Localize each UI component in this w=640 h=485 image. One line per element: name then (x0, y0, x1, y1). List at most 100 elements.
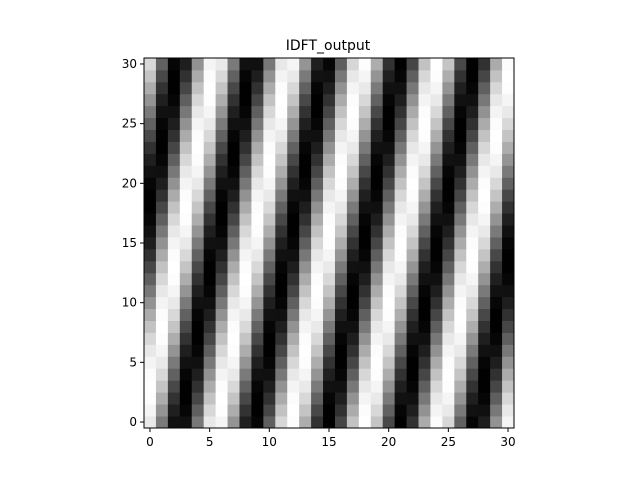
heatmap-cell (179, 225, 193, 238)
x-axis: 0 5 10 15 20 25 30 (146, 428, 516, 449)
heatmap-cell (334, 272, 348, 286)
heatmap-cell (227, 93, 240, 107)
heatmap-cell (275, 356, 288, 369)
heatmap-cell (334, 320, 348, 333)
heatmap-cell (144, 189, 157, 202)
heatmap-cell (191, 272, 205, 286)
heatmap-cell (466, 237, 479, 250)
heatmap-cell (144, 308, 157, 321)
heatmap-cell (191, 165, 205, 178)
heatmap-cell (466, 344, 479, 357)
heatmap-cell (466, 117, 479, 131)
heatmap-cell (466, 284, 479, 298)
heatmap-cell (430, 129, 443, 142)
heatmap-cell (478, 177, 491, 190)
heatmap-cell (478, 248, 491, 262)
heatmap-cell (478, 69, 491, 83)
heatmap-cell (167, 248, 181, 262)
heatmap-cell (430, 105, 443, 119)
heatmap-cell (323, 237, 336, 250)
heatmap-cell (466, 260, 479, 274)
heatmap-cell (311, 356, 324, 369)
heatmap-cell (334, 404, 348, 417)
heatmap-cell (263, 201, 276, 214)
heatmap-cell (406, 332, 419, 345)
heatmap-cell (251, 272, 264, 286)
heatmap-cell (203, 248, 217, 262)
heatmap-cell (263, 368, 276, 381)
heatmap-cell (442, 225, 455, 238)
heatmap-cell (239, 332, 252, 345)
heatmap-cell (227, 368, 240, 381)
heatmap-cell (382, 189, 396, 202)
heatmap-cell (179, 153, 193, 166)
heatmap-cell (251, 296, 264, 310)
heatmap-cell (418, 117, 431, 131)
heatmap-cell (323, 81, 336, 95)
heatmap-cell (370, 260, 384, 274)
heatmap-cell (454, 296, 467, 310)
heatmap-cell (287, 416, 300, 429)
heatmap-cell (191, 416, 205, 429)
heatmap-cell (191, 296, 205, 310)
heatmap-cell (167, 105, 181, 119)
heatmap-cell (227, 260, 240, 274)
heatmap-cell (144, 284, 157, 298)
heatmap-cell (394, 356, 407, 369)
heatmap-cell (358, 320, 372, 333)
heatmap-cell (215, 296, 228, 310)
heatmap-cell (502, 344, 515, 357)
heatmap-cell (155, 93, 169, 107)
heatmap-cell (287, 260, 300, 274)
heatmap-cell (227, 344, 240, 357)
heatmap-cell (323, 69, 336, 83)
heatmap-cell (382, 129, 396, 142)
heatmap-cell (155, 284, 169, 298)
heatmap-cell (406, 248, 419, 262)
heatmap-cell (478, 189, 491, 202)
heatmap-cell (155, 380, 169, 393)
heatmap-cell (502, 248, 515, 262)
heatmap-cell (358, 416, 372, 429)
heatmap-cell (287, 296, 300, 310)
heatmap-cell (490, 248, 503, 262)
heatmap-cell (227, 129, 240, 142)
heatmap-cell (418, 296, 431, 310)
heatmap-cell (263, 380, 276, 393)
heatmap-cell (144, 404, 157, 417)
heatmap-cell (394, 213, 407, 226)
heatmap-cell (191, 344, 205, 357)
heatmap-cell (358, 129, 372, 142)
heatmap-cell (442, 392, 455, 405)
heatmap-cell (144, 320, 157, 333)
heatmap-cell (144, 141, 157, 154)
heatmap-cell (466, 177, 479, 190)
heatmap-cell (490, 404, 503, 417)
heatmap-cell (502, 296, 515, 310)
heatmap-cell (430, 153, 443, 166)
heatmap-cell (179, 380, 193, 393)
heatmap-cell (311, 368, 324, 381)
heatmap-cell (358, 177, 372, 190)
heatmap-cell (179, 129, 193, 142)
heatmap-cell (478, 260, 491, 274)
heatmap-cell (203, 344, 217, 357)
heatmap-cell (167, 416, 181, 429)
heatmap-cell (406, 141, 419, 154)
heatmap-cell (466, 93, 479, 107)
heatmap-cell (406, 260, 419, 274)
heatmap-cell (502, 153, 515, 166)
heatmap-cell (418, 404, 431, 417)
heatmap-cell (430, 368, 443, 381)
heatmap-cell (275, 81, 288, 95)
heatmap-cell (490, 141, 503, 154)
heatmap-cell (502, 225, 515, 238)
heatmap-cell (155, 404, 169, 417)
heatmap-cell (227, 308, 240, 321)
heatmap-cell (478, 368, 491, 381)
heatmap-cell (323, 213, 336, 226)
heatmap-cell (263, 237, 276, 250)
heatmap-cell (478, 308, 491, 321)
heatmap-cell (466, 416, 479, 429)
